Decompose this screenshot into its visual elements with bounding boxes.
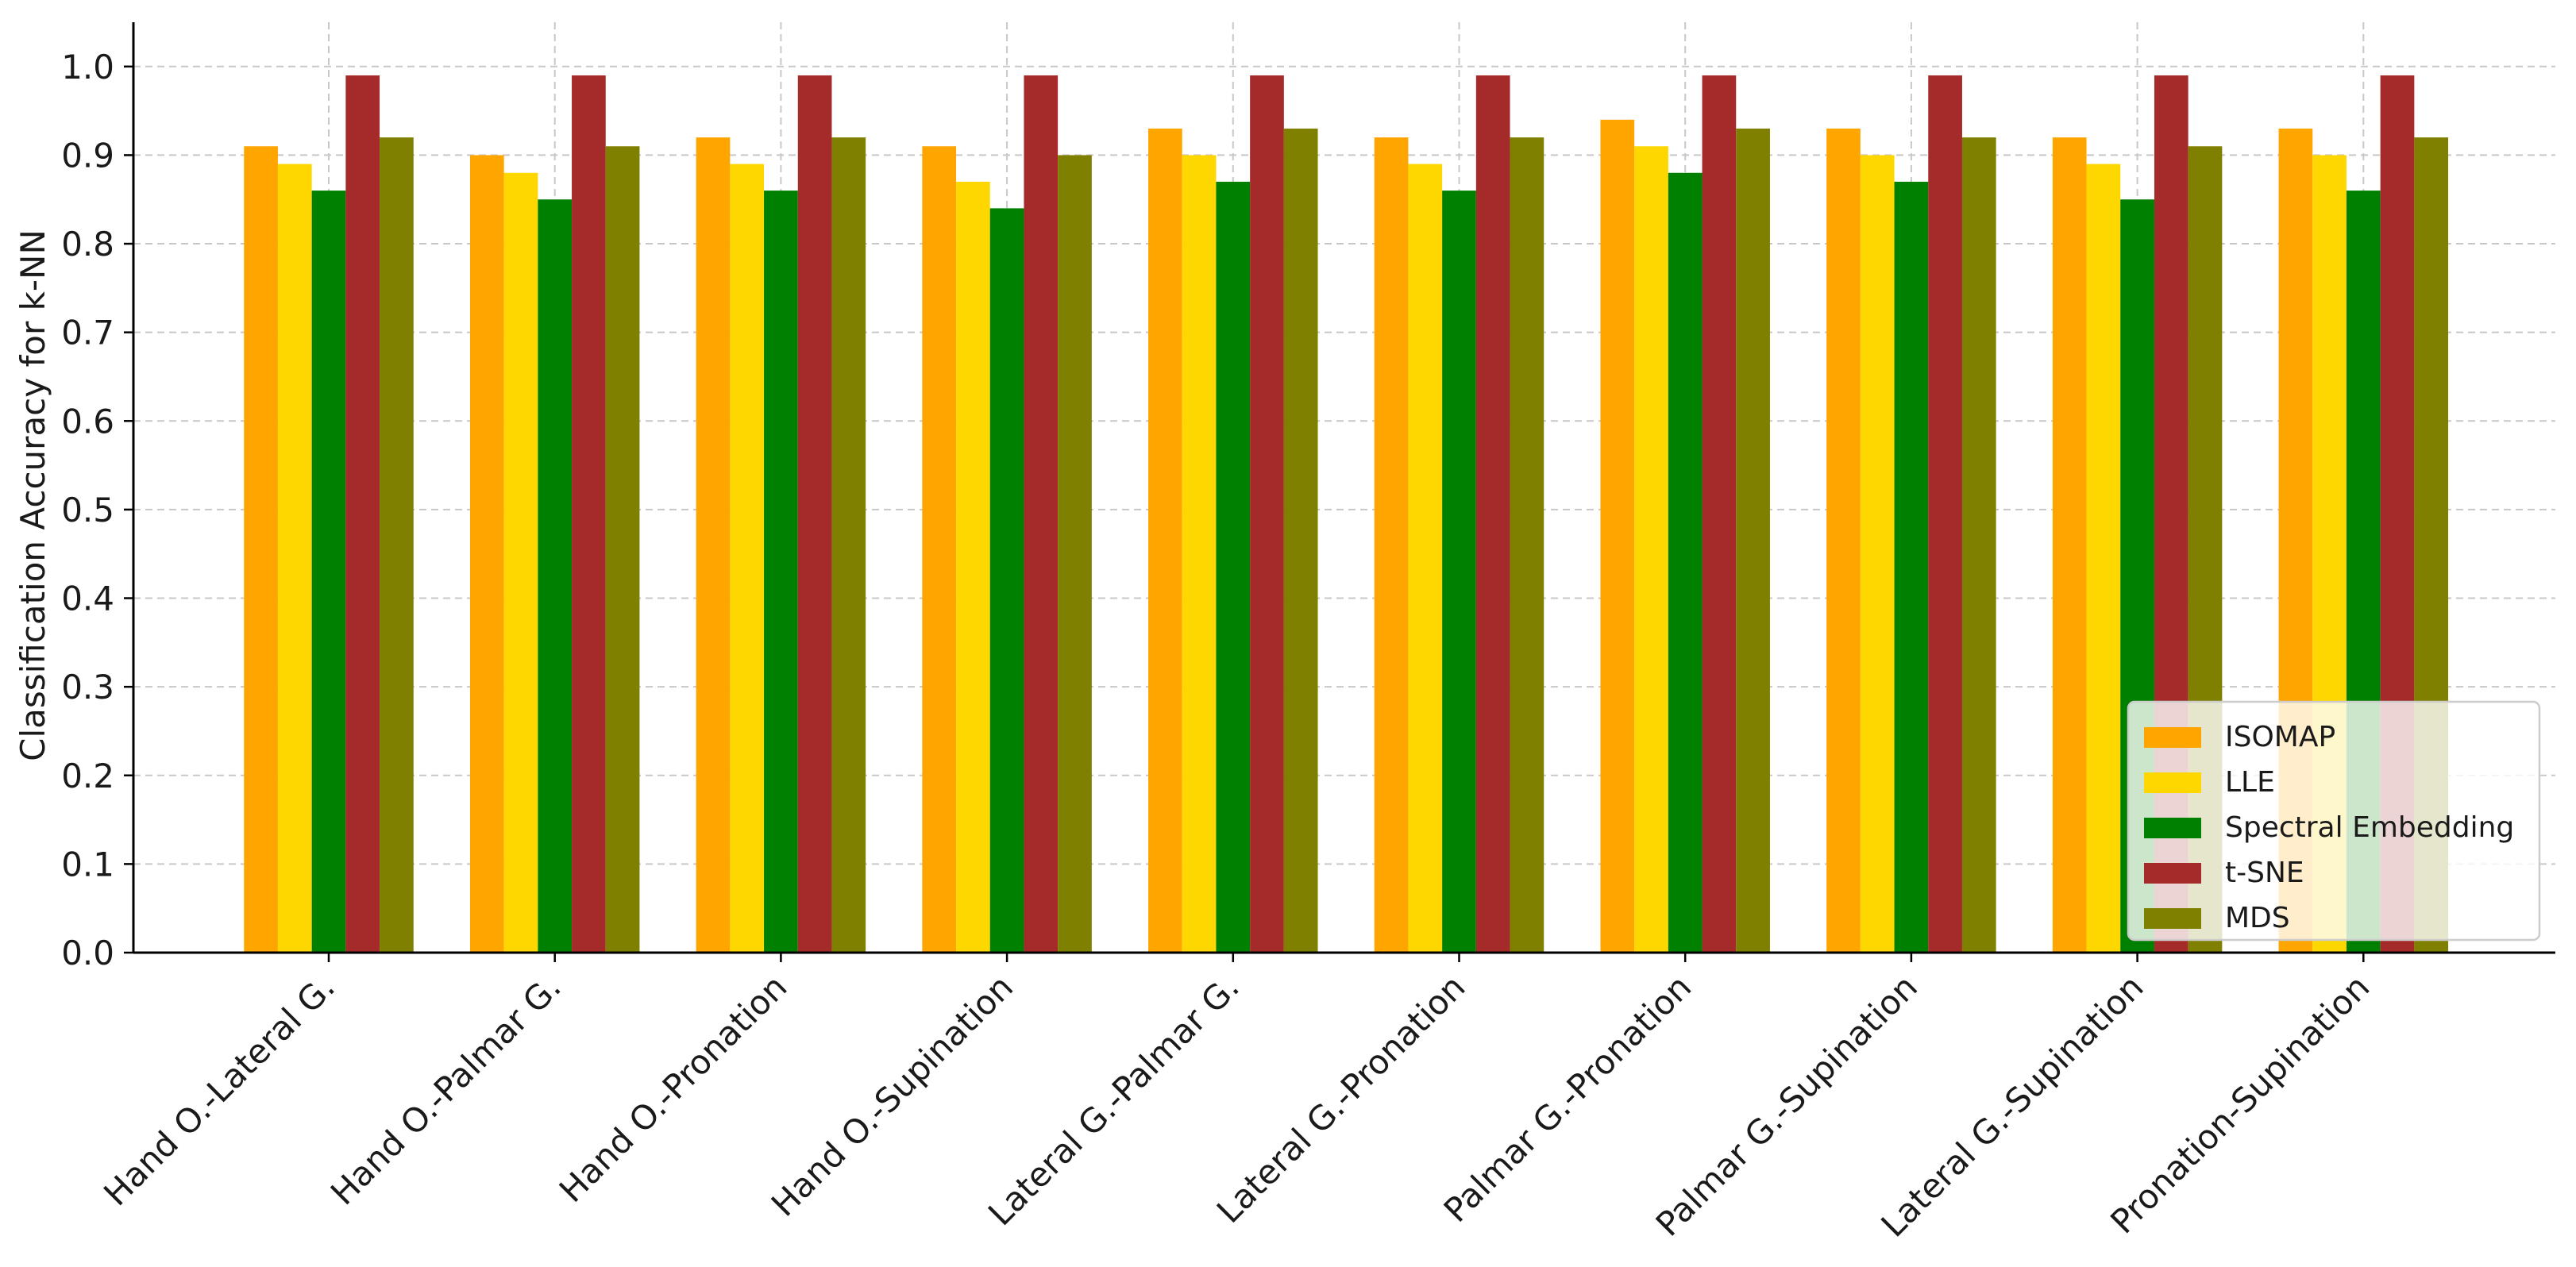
y-axis-label: Classification Accuracy for k-NN — [13, 229, 52, 761]
legend-swatch-mds — [2144, 908, 2201, 929]
bar-lle-0 — [277, 164, 312, 953]
bar-isomap-5 — [1374, 137, 1409, 953]
bar-spectral-embedding-0 — [311, 191, 346, 953]
bar-mds-3 — [1058, 155, 1092, 953]
x-tick-label: Hand O.-Pronation — [552, 967, 795, 1210]
y-tick-label: 0.8 — [61, 225, 114, 264]
y-tick-label: 0.9 — [61, 136, 114, 175]
bar-isomap-1 — [469, 155, 504, 953]
legend-swatch-t-sne — [2144, 863, 2201, 884]
bar-spectral-embedding-2 — [764, 191, 798, 953]
bar-mds-1 — [605, 146, 640, 953]
y-tick-label: 0.1 — [61, 845, 114, 884]
bar-t-sne-5 — [1475, 75, 1510, 953]
bar-lle-4 — [1182, 155, 1217, 953]
legend-frame — [2127, 700, 2541, 942]
y-tick-label: 1.0 — [61, 48, 114, 87]
x-tick-label: Lateral G.-Palmar G. — [981, 967, 1247, 1233]
bars-layer — [244, 75, 2449, 953]
y-tick-label: 0.2 — [61, 757, 114, 795]
legend-label: Spectral Embedding — [2225, 811, 2514, 844]
y-tick-label: 0.6 — [61, 402, 114, 441]
bar-mds-7 — [1961, 137, 1996, 953]
legend-swatch-isomap — [2144, 727, 2201, 748]
bar-isomap-2 — [696, 137, 731, 953]
bar-lle-5 — [1408, 164, 1443, 953]
bar-spectral-embedding-1 — [538, 199, 573, 953]
x-tick-label: Palmar G.-Supination — [1649, 967, 1925, 1243]
bar-spectral-embedding-5 — [1442, 191, 1476, 953]
bar-isomap-0 — [244, 146, 278, 953]
bar-lle-3 — [956, 181, 990, 953]
bar-t-sne-2 — [797, 75, 832, 953]
bar-lle-7 — [1860, 155, 1895, 953]
bar-lle-8 — [2086, 164, 2121, 953]
bar-spectral-embedding-6 — [1668, 172, 1703, 953]
legend-label: t-SNE — [2225, 857, 2304, 889]
y-tick-label: 0.0 — [61, 934, 114, 972]
y-tick-label: 0.3 — [61, 668, 114, 707]
bar-t-sne-0 — [345, 75, 380, 953]
bar-isomap-6 — [1600, 119, 1635, 953]
bar-t-sne-6 — [1702, 75, 1737, 953]
legend-label: MDS — [2225, 902, 2290, 934]
bar-lle-2 — [730, 164, 765, 953]
bar-isomap-8 — [2052, 137, 2087, 953]
bar-spectral-embedding-7 — [1894, 181, 1929, 953]
bar-spectral-embedding-4 — [1216, 181, 1251, 953]
bar-isomap-7 — [1826, 128, 1861, 953]
x-tick-label: Lateral G.-Supination — [1873, 967, 2150, 1244]
legend-label: LLE — [2225, 766, 2275, 799]
y-tick-label: 0.4 — [61, 580, 114, 618]
bar-mds-0 — [380, 137, 414, 953]
legend-swatch-spectral-embedding — [2144, 818, 2201, 838]
x-tick-label: Hand O.-Palmar G. — [323, 967, 569, 1212]
bar-t-sne-3 — [1024, 75, 1059, 953]
bar-spectral-embedding-3 — [989, 208, 1024, 953]
x-tick-label: Lateral G.-Pronation — [1209, 967, 1473, 1230]
x-tick-label: Pronation-Supination — [2103, 967, 2377, 1241]
x-tick-label: Hand O.-Supination — [764, 967, 1020, 1223]
legend-swatch-lle — [2144, 772, 2201, 793]
x-tick-label: Hand O.-Lateral G. — [96, 967, 342, 1213]
bar-mds-5 — [1510, 137, 1544, 953]
bar-lle-6 — [1634, 146, 1668, 953]
bar-t-sne-7 — [1928, 75, 1962, 953]
bar-t-sne-1 — [572, 75, 606, 953]
y-tick-label: 0.7 — [61, 314, 114, 352]
legend-label: ISOMAP — [2225, 721, 2335, 753]
bar-mds-2 — [831, 137, 866, 953]
bar-isomap-3 — [922, 146, 957, 953]
bar-mds-6 — [1736, 128, 1770, 953]
bar-lle-1 — [503, 172, 538, 953]
bar-mds-4 — [1283, 128, 1318, 953]
bar-isomap-4 — [1148, 128, 1182, 953]
x-tick-label: Palmar G.-Pronation — [1436, 967, 1699, 1230]
axes-layer — [132, 22, 2555, 954]
bar-t-sne-4 — [1250, 75, 1284, 953]
legend: ISOMAP LLE Spectral Embedding t-SNE MDS — [2127, 700, 2541, 942]
y-tick-label: 0.5 — [61, 491, 114, 530]
